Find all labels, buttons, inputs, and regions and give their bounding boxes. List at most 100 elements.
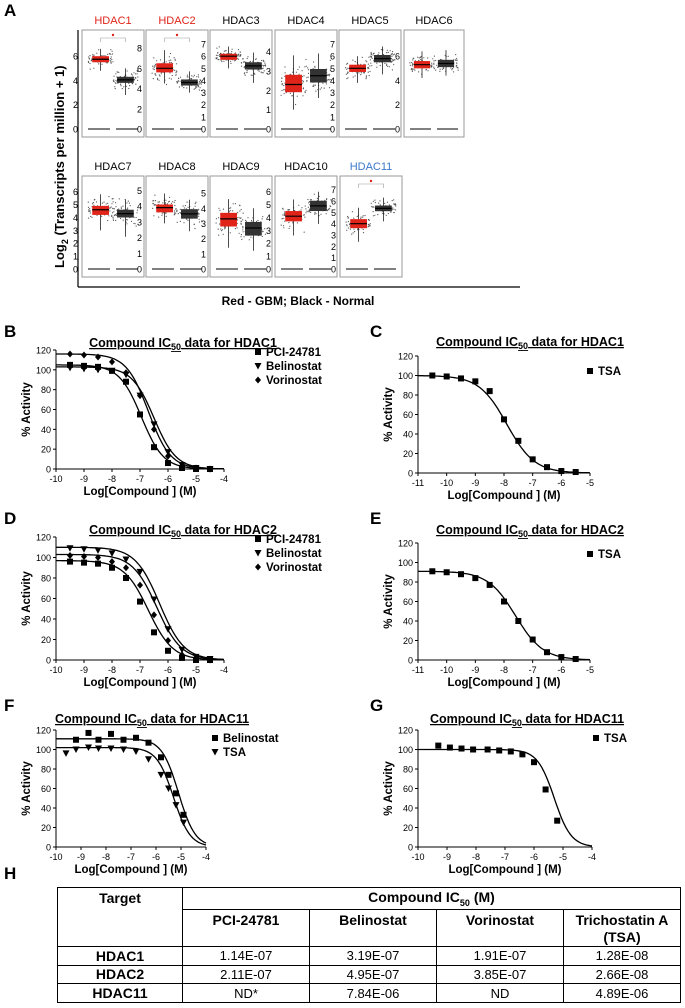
sample-dot [177, 80, 179, 82]
sample-dot [283, 213, 285, 215]
data-point [558, 654, 565, 661]
sample-dot [186, 218, 188, 220]
sample-dot [284, 214, 286, 216]
legend-marker [255, 349, 261, 355]
data-point [165, 785, 172, 792]
sample-dot [281, 83, 283, 85]
sample-dot [224, 227, 226, 229]
data-point [109, 564, 115, 571]
sample-dot [430, 64, 432, 67]
sample-dot [183, 222, 185, 224]
sample-dot [187, 76, 189, 78]
sample-dot [186, 201, 188, 203]
sample-dot [291, 95, 293, 97]
sample-dot [390, 58, 393, 60]
sample-dot [314, 67, 316, 69]
sample-dot [238, 55, 240, 57]
sample-dot [327, 73, 329, 76]
sample-dot [240, 62, 242, 64]
sample-dot [305, 65, 307, 67]
sample-dot [254, 58, 257, 60]
sample-dot [347, 62, 349, 64]
sample-dot [329, 207, 331, 209]
y-tick-label: 4 [137, 84, 142, 94]
fit-curve [56, 738, 207, 844]
sample-dot [180, 212, 182, 214]
data-point [120, 736, 127, 743]
title-sub: 50 [171, 529, 181, 539]
y-tick-label: 60 [403, 597, 413, 607]
sample-dot [431, 62, 433, 64]
sample-dot [370, 51, 372, 54]
sample-dot [130, 73, 133, 75]
sample-dot [112, 201, 114, 203]
sample-dot [370, 62, 372, 64]
x-tick-label: -8 [472, 852, 480, 862]
sample-dot [152, 68, 154, 70]
x-tick-label: -6 [557, 478, 565, 488]
sample-dot [240, 208, 242, 211]
sample-dot [192, 76, 194, 78]
sample-dot [412, 59, 414, 61]
sample-dot [229, 232, 231, 234]
y-tick-label: 120 [398, 352, 413, 362]
sample-dot [289, 225, 291, 227]
sample-dot [170, 59, 172, 61]
sample-dot [173, 214, 175, 216]
sample-dot [380, 49, 382, 51]
box-frame [81, 29, 145, 138]
data-point [132, 748, 140, 755]
data-point [108, 550, 116, 557]
sample-dot [393, 203, 395, 205]
sample-dot [301, 82, 303, 84]
x-axis-label: Log[Compound ] (M) [83, 486, 196, 498]
data-point [157, 771, 165, 779]
sample-dot [386, 63, 388, 65]
sample-dot [88, 61, 90, 64]
sample-dot [242, 58, 244, 60]
x-axis-label: Log[Compound ] (M) [447, 490, 560, 502]
data-point [179, 462, 185, 470]
sample-dot [295, 103, 297, 106]
fit-curve [418, 375, 591, 474]
sample-dot [302, 95, 304, 97]
table-cell: ND* [182, 983, 310, 1003]
sample-dot [195, 201, 197, 203]
sample-dot [200, 80, 202, 82]
row-target: HDAC2 [57, 964, 183, 985]
box-panel-hdac1: HDAC1 6 4 2 0 [73, 15, 145, 138]
sample-dot [122, 205, 124, 207]
y-tick-label: 120 [36, 533, 51, 543]
sample-dot [420, 59, 422, 61]
y-tick-label: 60 [41, 784, 51, 794]
sample-dot [237, 57, 239, 60]
legend-marker [255, 563, 261, 571]
table-row: HDAC2 2.11E-07 4.95E-07 3.85E-07 2.66E-0… [57, 964, 681, 985]
data-point [151, 629, 157, 636]
chart-title: Compound IC50 data for HDAC2 [89, 523, 277, 539]
sample-dot [242, 212, 244, 214]
sample-dot [296, 222, 298, 224]
data-point [515, 437, 522, 444]
y-tick-label: 1 [266, 105, 271, 115]
legend-label: TSA [223, 747, 246, 759]
data-point [472, 378, 479, 385]
x-tick-label: -10 [440, 665, 453, 675]
sample-dot [242, 231, 244, 233]
sample-dot [137, 79, 139, 81]
sample-dot [281, 218, 283, 220]
gene-label: HDAC9 [222, 161, 259, 173]
data-point [109, 558, 115, 566]
x-tick-label: -7 [136, 474, 144, 484]
x-tick-label: -9 [80, 474, 88, 484]
sample-dot [298, 204, 300, 206]
x-tick-label: -9 [471, 665, 479, 675]
sample-dot [194, 202, 196, 205]
sample-dot [217, 54, 219, 57]
sample-dot [379, 64, 381, 67]
sample-dot [112, 216, 114, 218]
sample-dot [127, 208, 129, 210]
data-point [531, 759, 537, 766]
data-point [443, 373, 450, 380]
sample-dot [307, 67, 309, 69]
